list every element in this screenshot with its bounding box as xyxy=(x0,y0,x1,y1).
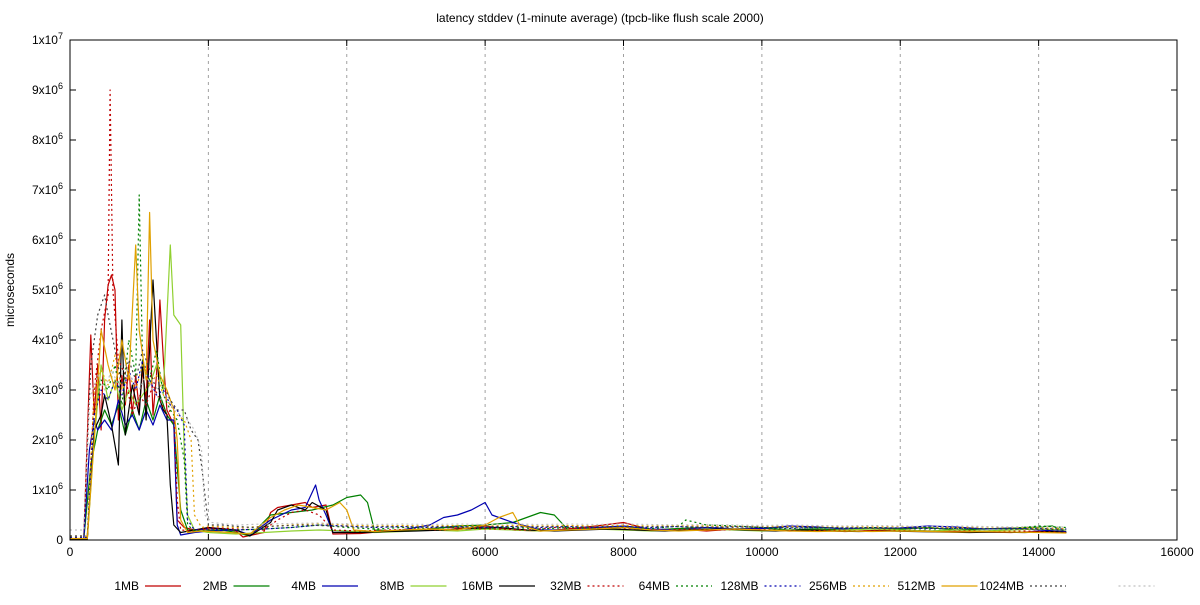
legend-label: 4MB xyxy=(291,579,316,593)
legend-label: 256MB xyxy=(809,579,847,593)
legend-label: 32MB xyxy=(550,579,581,593)
y-tick-label: 9x106 xyxy=(32,81,63,97)
legend: 1MB 2MB 4MB 8MB 16MB 32MB 64MB 128MB 256MB 512MB 1… xyxy=(114,579,1155,593)
legend-label: 2MB xyxy=(203,579,228,593)
x-tick-label: 2000 xyxy=(195,545,222,559)
x-tick-label: 0 xyxy=(67,545,74,559)
x-tick-label: 16000 xyxy=(1160,545,1194,559)
series-layer xyxy=(70,89,1067,540)
x-tick-label: 8000 xyxy=(610,545,637,559)
series-line-16mb xyxy=(70,279,1067,540)
series-line-128mb xyxy=(70,359,1067,539)
legend-label: 512MB xyxy=(897,579,935,593)
y-tick-label: 4x106 xyxy=(32,331,63,347)
y-axis-label: microseconds xyxy=(3,253,17,327)
y-tick-label: 1x106 xyxy=(32,481,63,497)
y-tick-label: 6x106 xyxy=(32,231,63,247)
x-tick-label: 14000 xyxy=(1022,545,1056,559)
x-tick-label: 6000 xyxy=(472,545,499,559)
y-tick-label: 8x106 xyxy=(32,131,63,147)
series-line-32mb xyxy=(70,89,1067,539)
x-tick-label: 10000 xyxy=(745,545,779,559)
legend-label: 16MB xyxy=(462,579,493,593)
legend-label: 1024MB xyxy=(979,579,1024,593)
y-tick-label: 2x106 xyxy=(32,431,63,447)
y-tick-label: 5x106 xyxy=(32,281,63,297)
legend-label: 1MB xyxy=(114,579,139,593)
x-tick-label: 12000 xyxy=(884,545,918,559)
series-line-512mb xyxy=(70,211,1067,540)
y-tick-label: 7x106 xyxy=(32,181,63,197)
legend-label: 128MB xyxy=(720,579,758,593)
chart-title: latency stddev (1-minute average) (tpcb-… xyxy=(436,11,764,25)
y-tick-label: 0 xyxy=(56,533,63,547)
x-tick-label: 4000 xyxy=(333,545,360,559)
tick-layer: 0 2000 4000 6000 8000 10000 12000 14000 16000 0 1x… xyxy=(32,31,1194,559)
legend-label: 8MB xyxy=(380,579,405,593)
legend-label: 64MB xyxy=(639,579,670,593)
y-tick-label: 3x106 xyxy=(32,381,63,397)
y-tick-label: 1x107 xyxy=(32,31,63,47)
